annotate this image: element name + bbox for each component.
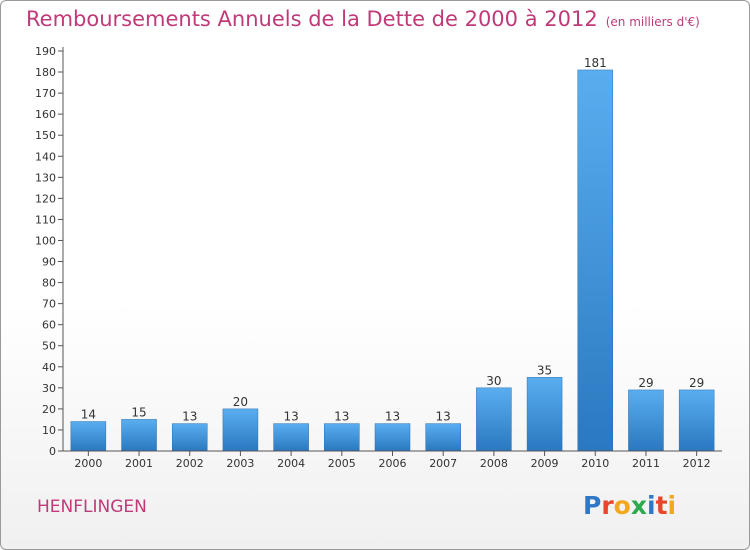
x-axis: 2000 2001 2002 2003 2004 2005 2006 2007 2008 2009…: [63, 450, 722, 470]
logo-letter: r: [601, 491, 614, 520]
y-tick-label: 110: [35, 213, 56, 226]
bar: [628, 389, 664, 452]
bar-value-label: 29: [638, 376, 653, 390]
x-category-label: 2010: [581, 457, 609, 470]
x-category-label: 2005: [328, 457, 356, 470]
y-tick-label: 90: [42, 256, 56, 269]
y-tick-label: 130: [35, 171, 56, 184]
bar-value-label: 30: [486, 374, 501, 388]
bar-value-label: 13: [182, 410, 197, 424]
y-tick-label: 120: [35, 192, 56, 205]
y-tick-label: 30: [42, 382, 56, 395]
bar-value-label: 15: [131, 405, 146, 419]
logo-letter: t: [655, 491, 668, 520]
y-tick-label: 80: [42, 277, 56, 290]
bar-value-label: 13: [283, 410, 298, 424]
y-tick-label: 10: [42, 424, 56, 437]
bar-value-label: 13: [436, 410, 451, 424]
bar: [476, 387, 512, 452]
bar: [222, 408, 259, 452]
chart-title-block: Remboursements Annuels de la Dette de 20…: [26, 7, 700, 31]
bar: [526, 377, 563, 452]
bar-value-label: 13: [385, 410, 400, 424]
y-tick-label: 170: [35, 87, 56, 100]
bar-value-label: 14: [81, 408, 96, 422]
y-tick-label: 100: [35, 234, 56, 247]
bar: [70, 421, 107, 452]
x-category-label: 2004: [277, 457, 305, 470]
commune-name: HENFLINGEN: [37, 497, 147, 517]
bar: [273, 423, 309, 452]
y-axis: 0 10 20 30 40 50 60 70 80 90 100 110 120 130 140 150 160…: [35, 45, 64, 458]
y-tick-label: 190: [35, 45, 56, 58]
bar-value-label: 13: [334, 410, 349, 424]
x-category-label: 2012: [683, 457, 711, 470]
bar: [121, 419, 157, 452]
bar-value-label: 20: [233, 395, 248, 409]
chart-subtitle: (en milliers d'€): [605, 15, 700, 29]
bar: [171, 423, 208, 452]
logo-letter: P: [583, 491, 602, 520]
y-tick-label: 140: [35, 150, 56, 163]
x-category-label: 2007: [429, 457, 457, 470]
x-category-label: 2006: [379, 457, 407, 470]
y-tick-label: 60: [42, 319, 56, 332]
logo-letter: o: [613, 491, 631, 520]
logo-letter: x: [630, 491, 647, 520]
y-tick-label: 160: [35, 108, 56, 121]
proxiti-logo[interactable]: Proxiti: [583, 491, 676, 520]
y-tick-label: 70: [42, 298, 56, 311]
x-category-label: 2011: [632, 457, 660, 470]
bars: 14 15 13 20 13 13 13 13 30 35 181 29 29: [70, 56, 715, 452]
x-category-label: 2002: [176, 457, 204, 470]
x-category-label: 2003: [226, 457, 254, 470]
x-category-label: 2009: [531, 457, 559, 470]
y-tick-label: 150: [35, 129, 56, 142]
chart-title: Remboursements Annuels de la Dette de 20…: [26, 7, 598, 31]
y-tick-label: 20: [42, 403, 56, 416]
logo-letter: i: [667, 491, 677, 520]
y-tick-label: 50: [42, 340, 56, 353]
bar: [374, 423, 411, 452]
bar: [678, 389, 715, 452]
y-tick-label: 180: [35, 66, 56, 79]
bar-value-label: 35: [537, 363, 552, 377]
y-tick-label: 0: [49, 445, 56, 458]
logo-letter: i: [647, 491, 656, 520]
bar: [425, 423, 461, 452]
bar-value-label: 181: [584, 56, 607, 70]
bar: [324, 423, 360, 452]
bar: [577, 69, 614, 452]
x-category-label: 2001: [125, 457, 153, 470]
x-category-label: 2008: [480, 457, 508, 470]
x-category-label: 2000: [74, 457, 102, 470]
bar-value-label: 29: [689, 376, 704, 390]
y-tick-label: 40: [42, 361, 56, 374]
